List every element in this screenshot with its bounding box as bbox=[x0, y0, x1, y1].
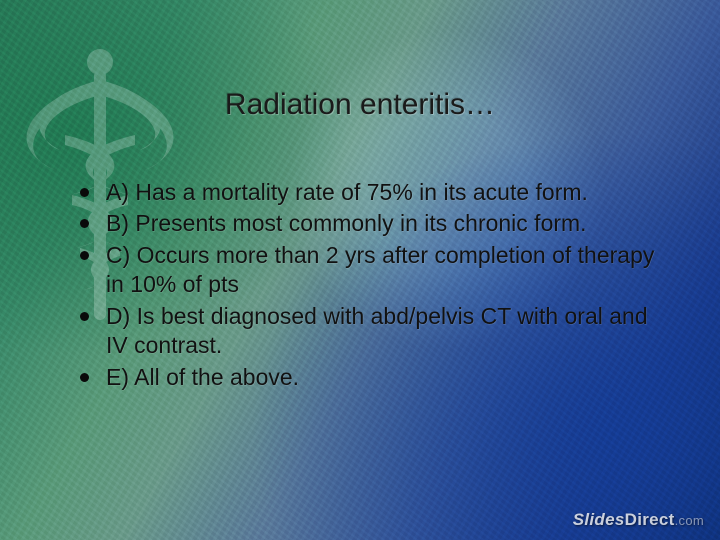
list-item: A) Has a mortality rate of 75% in its ac… bbox=[78, 178, 660, 207]
list-item: E) All of the above. bbox=[78, 363, 660, 392]
watermark-tld: .com bbox=[675, 513, 704, 528]
watermark-brand-italic: Slides bbox=[573, 510, 625, 529]
slide-title: Radiation enteritis… bbox=[0, 88, 720, 122]
slide-container: Radiation enteritis… A) Has a mortality … bbox=[0, 0, 720, 540]
list-item: B) Presents most commonly in its chronic… bbox=[78, 209, 660, 238]
watermark-brand-bold: Direct bbox=[625, 510, 675, 529]
list-item: C) Occurs more than 2 yrs after completi… bbox=[78, 241, 660, 300]
list-item: D) Is best diagnosed with abd/pelvis CT … bbox=[78, 302, 660, 361]
watermark: SlidesDirect.com bbox=[573, 510, 704, 530]
bullet-list: A) Has a mortality rate of 75% in its ac… bbox=[78, 178, 660, 394]
